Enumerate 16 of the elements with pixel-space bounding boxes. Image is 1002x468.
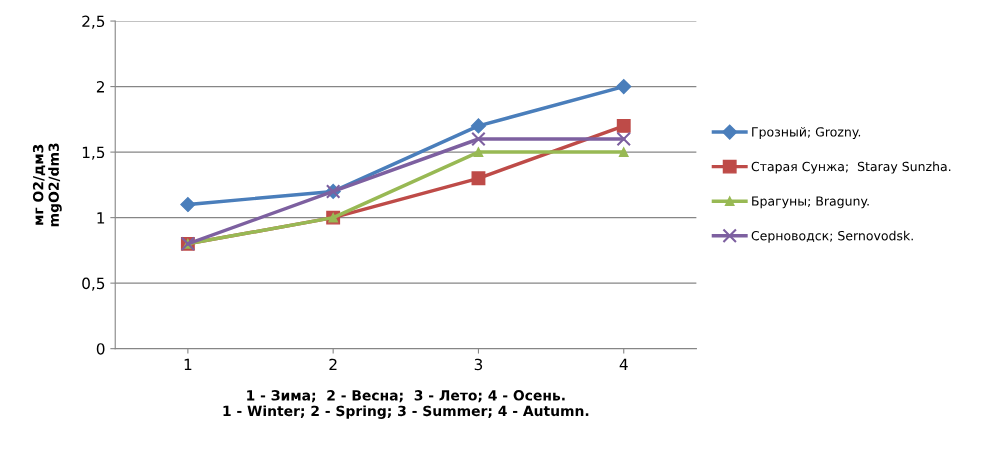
legend-label: Старая Сунжа; Staray Sunzha. bbox=[751, 161, 951, 174]
y-tick-label: 1 bbox=[97, 212, 105, 224]
y-tick-label: 2,5 bbox=[82, 15, 105, 29]
x-tick-label: 2 bbox=[329, 358, 337, 370]
y-tick-label: 0 bbox=[96, 343, 105, 355]
y-tick-label: 1,5 bbox=[82, 146, 105, 160]
x-axis-title: 1 - Зима; 2 - Весна; 3 - Лето; 4 - Осень. 1 - Winter; 2 - Spring; 3 - Summer; 4 - Autumn. bbox=[223, 390, 589, 419]
x-tick-label: 3 bbox=[474, 358, 483, 371]
x-tick-label: 1 bbox=[184, 358, 192, 370]
legend-label: Грозный; Grozny. bbox=[752, 126, 861, 140]
y-axis-title: мг O2/дм3 mgO2/dm3 bbox=[32, 143, 62, 227]
y-tick-label: 0,5 bbox=[82, 277, 105, 291]
x-tick-label: 4 bbox=[619, 358, 628, 370]
y-tick-label: 2 bbox=[96, 81, 104, 93]
legend-label: Серноводск; Sernovodsk. bbox=[751, 230, 913, 243]
legend-label: Брагуны; Braguny. bbox=[752, 196, 869, 209]
